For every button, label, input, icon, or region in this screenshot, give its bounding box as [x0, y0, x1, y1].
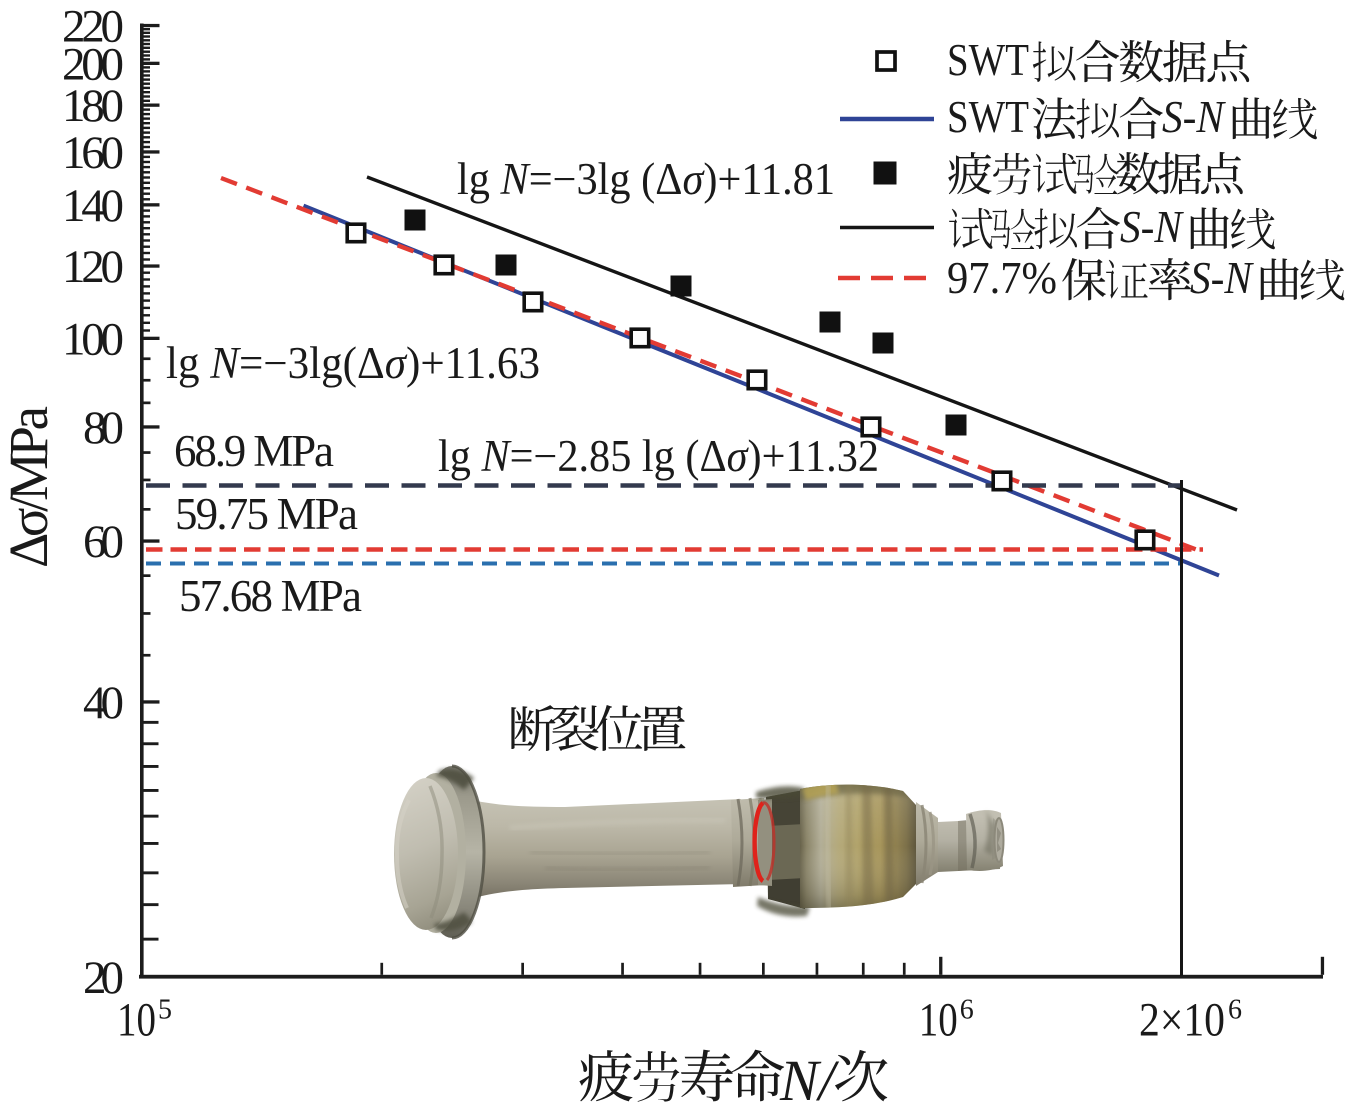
svg-text:57.68 MPa: 57.68 MPa	[179, 571, 362, 621]
svg-text:SWT: SWT	[947, 91, 1029, 142]
svg-text:60: 60	[83, 516, 124, 568]
svg-text:120: 120	[62, 241, 124, 293]
svg-text:200: 200	[62, 38, 124, 90]
svg-text:10: 10	[919, 994, 958, 1047]
svg-text:97.7%: 97.7%	[947, 252, 1057, 303]
svg-text:S-N: S-N	[1120, 201, 1184, 252]
svg-text:5: 5	[158, 994, 172, 1026]
svg-text:100: 100	[62, 313, 124, 365]
svg-text:180: 180	[62, 80, 124, 132]
svg-text:6: 6	[1228, 994, 1242, 1026]
svg-text:20: 20	[83, 952, 124, 1004]
svg-text:lg N=−3lg(Δσ)+11.63: lg N=−3lg(Δσ)+11.63	[166, 338, 540, 388]
svg-text:S-N: S-N	[1162, 91, 1226, 142]
svg-text:68.9 MPa: 68.9 MPa	[174, 426, 334, 476]
svg-text:SWT: SWT	[947, 34, 1029, 85]
svg-text:lg N=−2.85 lg (Δσ)+11.32: lg N=−2.85 lg (Δσ)+11.32	[438, 431, 879, 481]
svg-text:S-N: S-N	[1190, 252, 1254, 303]
svg-text:lg N=−3lg (Δσ)+11.81: lg N=−3lg (Δσ)+11.81	[457, 154, 835, 204]
svg-text:Δσ/MPa: Δσ/MPa	[0, 406, 59, 568]
svg-text:80: 80	[83, 402, 124, 454]
svg-text:140: 140	[62, 180, 124, 232]
svg-text:40: 40	[83, 677, 124, 729]
svg-text:59.75 MPa: 59.75 MPa	[175, 489, 358, 539]
svg-text:2×10: 2×10	[1139, 994, 1225, 1047]
svg-text:160: 160	[62, 127, 124, 179]
svg-text:6: 6	[960, 994, 974, 1026]
svg-text:N/: N/	[779, 1048, 840, 1113]
svg-text:10: 10	[117, 994, 156, 1047]
svg-text:220: 220	[62, 1, 124, 53]
